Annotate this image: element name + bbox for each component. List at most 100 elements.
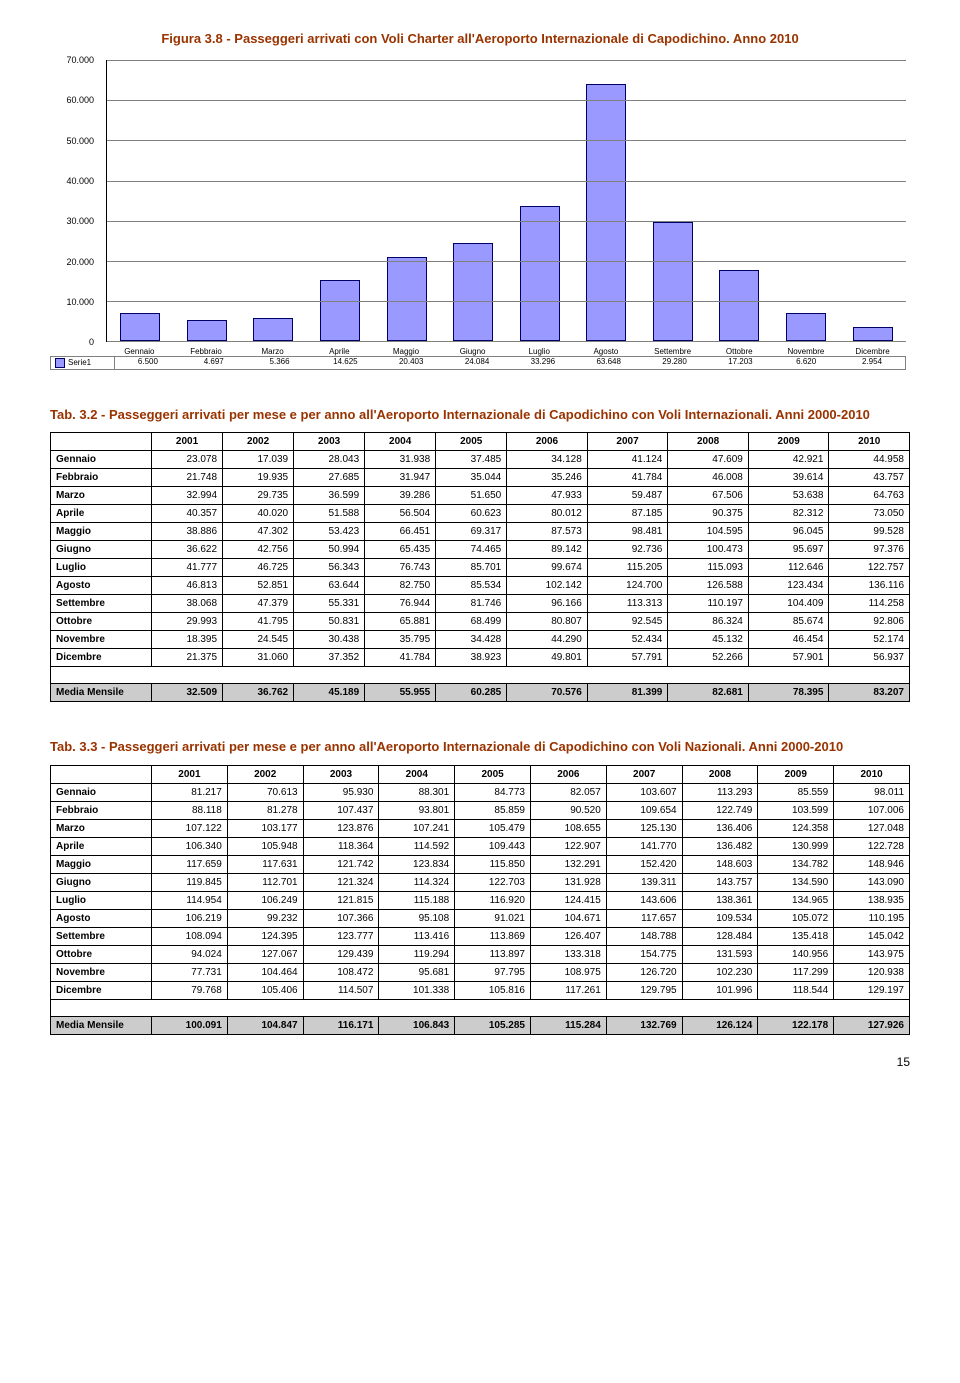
- series-value: 14.625: [326, 357, 364, 369]
- year-header: 2004: [365, 433, 436, 451]
- value-cell: 143.606: [606, 891, 682, 909]
- y-tick-label: 60.000: [50, 95, 94, 105]
- value-cell: 107.122: [152, 819, 228, 837]
- value-cell: 127.067: [227, 945, 303, 963]
- table-row: Marzo32.99429.73536.59939.28651.65047.93…: [51, 487, 910, 505]
- value-cell: 74.465: [436, 541, 507, 559]
- value-cell: 98.481: [587, 523, 668, 541]
- month-cell: Dicembre: [51, 649, 152, 667]
- value-cell: 138.935: [834, 891, 910, 909]
- value-cell: 122.728: [834, 837, 910, 855]
- value-cell: 109.654: [606, 801, 682, 819]
- value-cell: 134.590: [758, 873, 834, 891]
- value-cell: 126.407: [530, 927, 606, 945]
- year-header: 2002: [227, 765, 303, 783]
- value-cell: 35.044: [436, 469, 507, 487]
- value-cell: 113.416: [379, 927, 455, 945]
- value-cell: 123.434: [748, 577, 829, 595]
- value-cell: 36.622: [152, 541, 223, 559]
- bar: [853, 327, 893, 341]
- value-cell: 41.124: [587, 451, 668, 469]
- value-cell: 115.093: [668, 559, 749, 577]
- value-cell: 132.291: [530, 855, 606, 873]
- media-value: 105.285: [455, 1016, 531, 1034]
- header-row: 2001200220032004200520062007200820092010: [51, 433, 910, 451]
- month-cell: Gennaio: [51, 451, 152, 469]
- x-tick-label: Gennaio: [120, 347, 158, 356]
- month-cell: Aprile: [51, 837, 152, 855]
- media-value: 82.681: [668, 684, 749, 702]
- value-cell: 121.815: [303, 891, 379, 909]
- value-cell: 107.437: [303, 801, 379, 819]
- value-cell: 126.720: [606, 963, 682, 981]
- month-cell: Maggio: [51, 855, 152, 873]
- value-cell: 107.006: [834, 801, 910, 819]
- month-cell: Ottobre: [51, 945, 152, 963]
- value-cell: 85.701: [436, 559, 507, 577]
- series-row: Serie1 6.5004.6975.36614.62520.40324.084…: [50, 356, 906, 370]
- value-cell: 92.806: [829, 613, 910, 631]
- series-value: 6.620: [787, 357, 825, 369]
- value-cell: 103.177: [227, 819, 303, 837]
- value-cell: 70.613: [227, 783, 303, 801]
- month-cell: Giugno: [51, 541, 152, 559]
- year-header: 2006: [507, 433, 588, 451]
- table-row: Settembre38.06847.37955.33176.94481.7469…: [51, 595, 910, 613]
- table-row: Dicembre21.37531.06037.35241.78438.92349…: [51, 649, 910, 667]
- value-cell: 44.290: [507, 631, 588, 649]
- value-cell: 93.801: [379, 801, 455, 819]
- value-cell: 44.958: [829, 451, 910, 469]
- value-cell: 110.195: [834, 909, 910, 927]
- value-cell: 67.506: [668, 487, 749, 505]
- table-row: Novembre18.39524.54530.43835.79534.42844…: [51, 631, 910, 649]
- value-cell: 85.534: [436, 577, 507, 595]
- value-cell: 108.472: [303, 963, 379, 981]
- table-row: Giugno119.845112.701121.324114.324122.70…: [51, 873, 910, 891]
- value-cell: 36.599: [294, 487, 365, 505]
- value-cell: 112.646: [748, 559, 829, 577]
- media-value: 36.762: [223, 684, 294, 702]
- value-cell: 114.507: [303, 981, 379, 999]
- value-cell: 53.423: [294, 523, 365, 541]
- series-value: 29.280: [656, 357, 694, 369]
- table-row: Gennaio81.21770.61395.93088.30184.77382.…: [51, 783, 910, 801]
- value-cell: 88.118: [152, 801, 228, 819]
- year-header: 2005: [455, 765, 531, 783]
- value-cell: 82.057: [530, 783, 606, 801]
- value-cell: 50.994: [294, 541, 365, 559]
- value-cell: 124.415: [530, 891, 606, 909]
- page-number: 15: [50, 1055, 910, 1069]
- value-cell: 98.011: [834, 783, 910, 801]
- series-value: 33.296: [524, 357, 562, 369]
- value-cell: 109.534: [682, 909, 758, 927]
- media-label: Media Mensile: [51, 684, 152, 702]
- value-cell: 145.042: [834, 927, 910, 945]
- value-cell: 59.487: [587, 487, 668, 505]
- value-cell: 52.266: [668, 649, 749, 667]
- value-cell: 97.376: [829, 541, 910, 559]
- spacer-row: [51, 999, 910, 1016]
- bar: [786, 313, 826, 342]
- bar: [453, 243, 493, 342]
- value-cell: 109.443: [455, 837, 531, 855]
- value-cell: 117.631: [227, 855, 303, 873]
- gridline: [107, 140, 906, 141]
- value-cell: 55.331: [294, 595, 365, 613]
- year-header: 2008: [682, 765, 758, 783]
- value-cell: 47.302: [223, 523, 294, 541]
- value-cell: 56.504: [365, 505, 436, 523]
- value-cell: 101.996: [682, 981, 758, 999]
- value-cell: 118.364: [303, 837, 379, 855]
- value-cell: 91.021: [455, 909, 531, 927]
- value-cell: 106.249: [227, 891, 303, 909]
- table-row: Aprile40.35740.02051.58856.50460.62380.0…: [51, 505, 910, 523]
- value-cell: 63.644: [294, 577, 365, 595]
- value-cell: 40.357: [152, 505, 223, 523]
- header-row: 2001200220032004200520062007200820092010: [51, 765, 910, 783]
- series-value: 63.648: [590, 357, 628, 369]
- value-cell: 85.859: [455, 801, 531, 819]
- value-cell: 101.338: [379, 981, 455, 999]
- value-cell: 30.438: [294, 631, 365, 649]
- value-cell: 129.795: [606, 981, 682, 999]
- value-cell: 128.484: [682, 927, 758, 945]
